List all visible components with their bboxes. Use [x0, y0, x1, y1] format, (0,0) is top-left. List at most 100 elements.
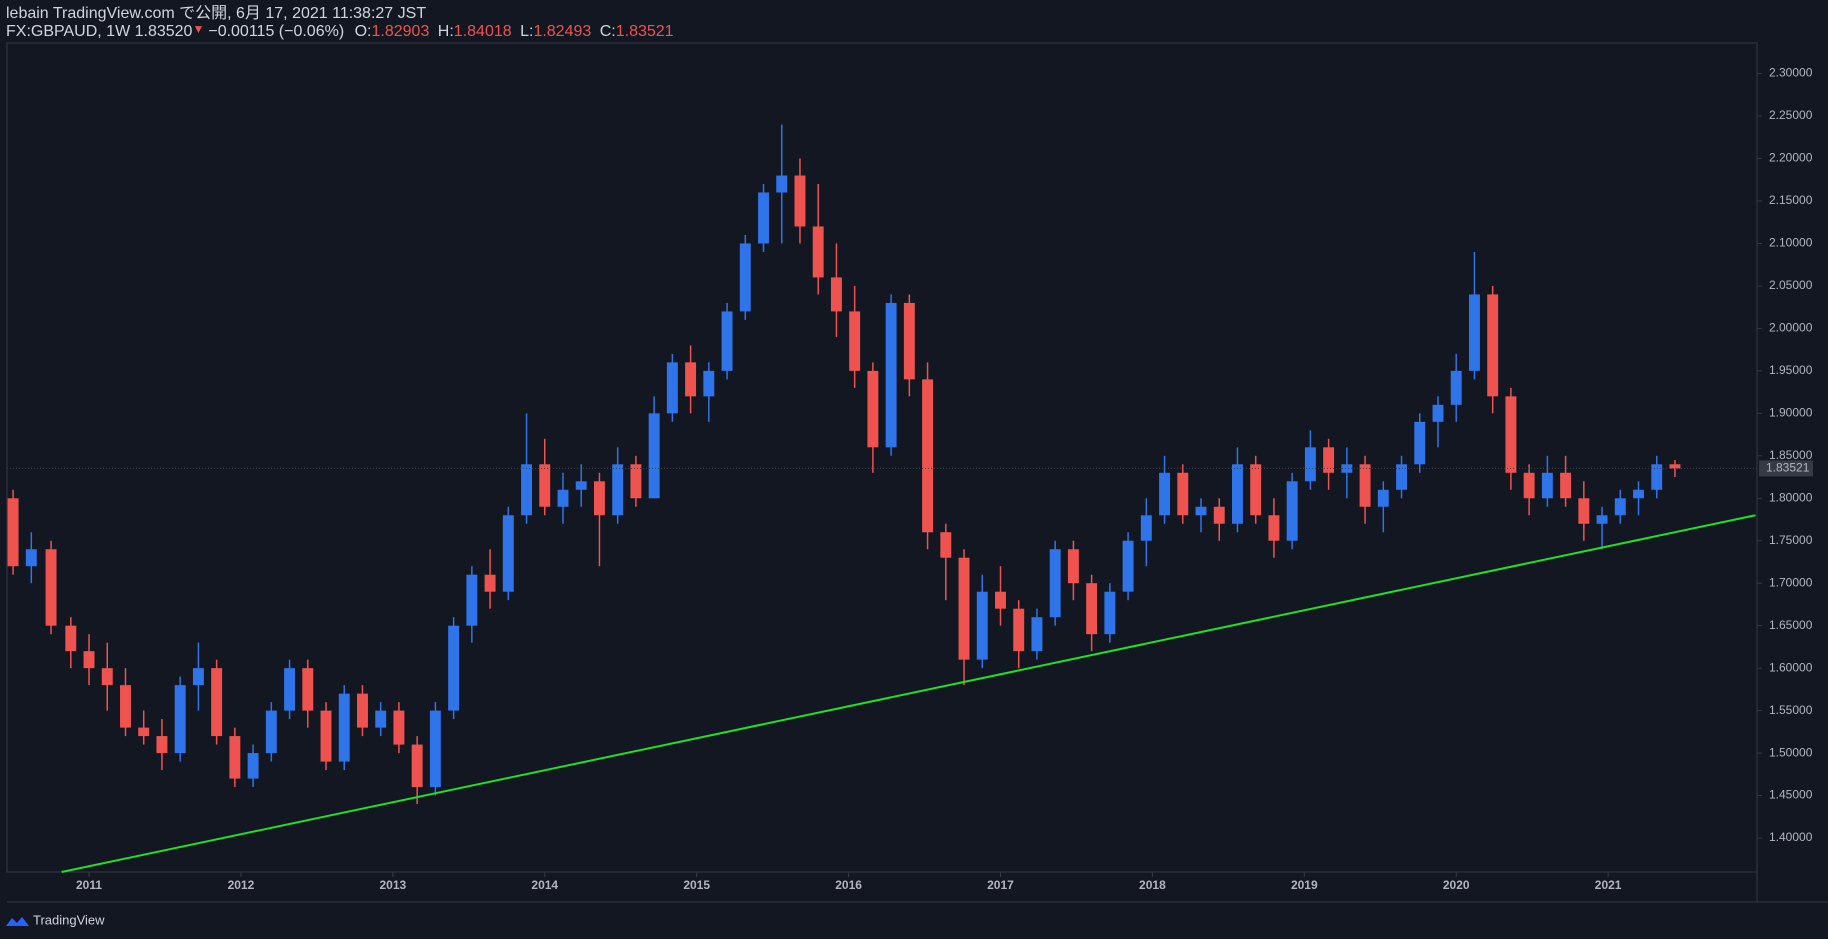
y-tick-label: 2.00000	[1769, 321, 1813, 335]
candle-body	[1341, 464, 1353, 473]
candle-body	[976, 591, 988, 660]
c-value: 1.83521	[616, 23, 674, 40]
y-tick-label: 2.20000	[1769, 151, 1813, 165]
y-tick-label: 1.55000	[1769, 703, 1813, 717]
footer-brand: TradingView	[33, 912, 105, 927]
candle-body	[922, 379, 934, 533]
y-tick-label: 1.90000	[1769, 406, 1813, 420]
x-tick-label: 2018	[1139, 878, 1166, 892]
candle-body	[1195, 506, 1207, 516]
x-tick-label: 2014	[531, 878, 558, 892]
y-tick-label: 2.10000	[1769, 236, 1813, 250]
candle-body	[1323, 447, 1335, 473]
candle-body	[1414, 421, 1426, 465]
candle-body	[357, 693, 368, 728]
candle-body	[411, 744, 423, 788]
candle-body	[1232, 464, 1243, 524]
x-tick-label: 2017	[987, 878, 1014, 892]
y-tick-label: 2.25000	[1769, 108, 1813, 122]
candle-body	[885, 302, 897, 448]
y-tick-label: 1.85000	[1769, 448, 1813, 462]
candle-body	[101, 668, 113, 686]
candle-body	[1596, 515, 1608, 524]
candle-body	[1560, 472, 1572, 499]
candle-body	[1487, 294, 1499, 397]
c-label: C:	[600, 23, 616, 40]
candle-body	[903, 302, 915, 380]
candle-body	[429, 710, 441, 788]
symbol: FX:GBPAUD, 1W 1.83520	[6, 23, 193, 40]
candle-body	[1159, 472, 1171, 516]
candle-body	[648, 413, 660, 499]
candle-body	[448, 625, 460, 711]
candle-body	[1541, 472, 1553, 499]
candle-body	[1377, 489, 1389, 507]
candle-body	[630, 464, 642, 499]
candle-body	[1104, 591, 1116, 635]
y-tick-label: 1.75000	[1769, 533, 1813, 547]
candle-body	[1651, 464, 1663, 490]
y-tick-label: 2.15000	[1769, 193, 1813, 207]
h-label: H:	[438, 23, 454, 40]
marks	[7, 124, 1756, 873]
x-tick-label: 2013	[379, 878, 406, 892]
candle-body	[1031, 617, 1043, 652]
o-label: O:	[355, 23, 372, 40]
header-quote: FX:GBPAUD, 1W 1.83520▼ −0.00115 (−0.06%) …	[6, 22, 674, 40]
arrow: ▼	[192, 22, 204, 36]
candle-body	[120, 685, 131, 728]
candle-body	[1122, 540, 1134, 592]
candle-body	[375, 710, 387, 728]
candle-body	[521, 464, 532, 516]
candle-body	[849, 311, 861, 371]
candle-body	[940, 532, 952, 558]
candle-body	[867, 370, 879, 448]
candle-body	[45, 549, 57, 626]
y-tick-label: 1.50000	[1769, 745, 1813, 759]
candle-body	[593, 481, 605, 516]
candle-body	[1049, 549, 1061, 618]
candle-body	[211, 668, 223, 737]
y-tick-label: 1.60000	[1769, 660, 1813, 674]
candle-body	[557, 489, 569, 507]
candle-body	[1523, 472, 1535, 499]
candle-body	[320, 710, 332, 762]
candle-body	[265, 710, 277, 754]
candle-body	[1633, 489, 1644, 499]
candle-body	[739, 243, 751, 312]
candle-body	[758, 192, 769, 244]
candle-body	[174, 685, 186, 754]
candle-body	[502, 515, 514, 592]
y-tick-label: 1.65000	[1769, 618, 1813, 632]
x-tick-label: 2021	[1595, 878, 1622, 892]
candle-body	[703, 370, 715, 397]
l-label: L:	[520, 23, 533, 40]
candle-body	[830, 277, 842, 312]
candle-body	[958, 557, 970, 660]
candle-body	[776, 175, 788, 193]
candle-body	[812, 226, 824, 278]
candle-body	[156, 736, 168, 754]
candle-body	[229, 736, 241, 779]
change: −0.00115 (−0.06%)	[208, 23, 344, 40]
candle-body	[1468, 294, 1480, 371]
x-tick-label: 2019	[1291, 878, 1318, 892]
candle-body	[685, 362, 697, 397]
candle-body	[539, 464, 551, 507]
candle-body	[1177, 472, 1189, 516]
trendline	[61, 514, 1756, 873]
candle-body	[466, 574, 478, 626]
y-tick-label: 2.05000	[1769, 278, 1813, 292]
candle-body	[393, 710, 405, 745]
candle-body	[995, 591, 1006, 609]
candle-body	[612, 464, 624, 516]
candle-body	[794, 175, 806, 227]
candle-body	[1396, 464, 1407, 490]
x-tick-label: 2012	[228, 878, 255, 892]
candle-body	[721, 311, 733, 371]
x-tick-label: 2016	[835, 878, 862, 892]
logo	[6, 917, 29, 926]
x-tick-label: 2020	[1443, 878, 1470, 892]
